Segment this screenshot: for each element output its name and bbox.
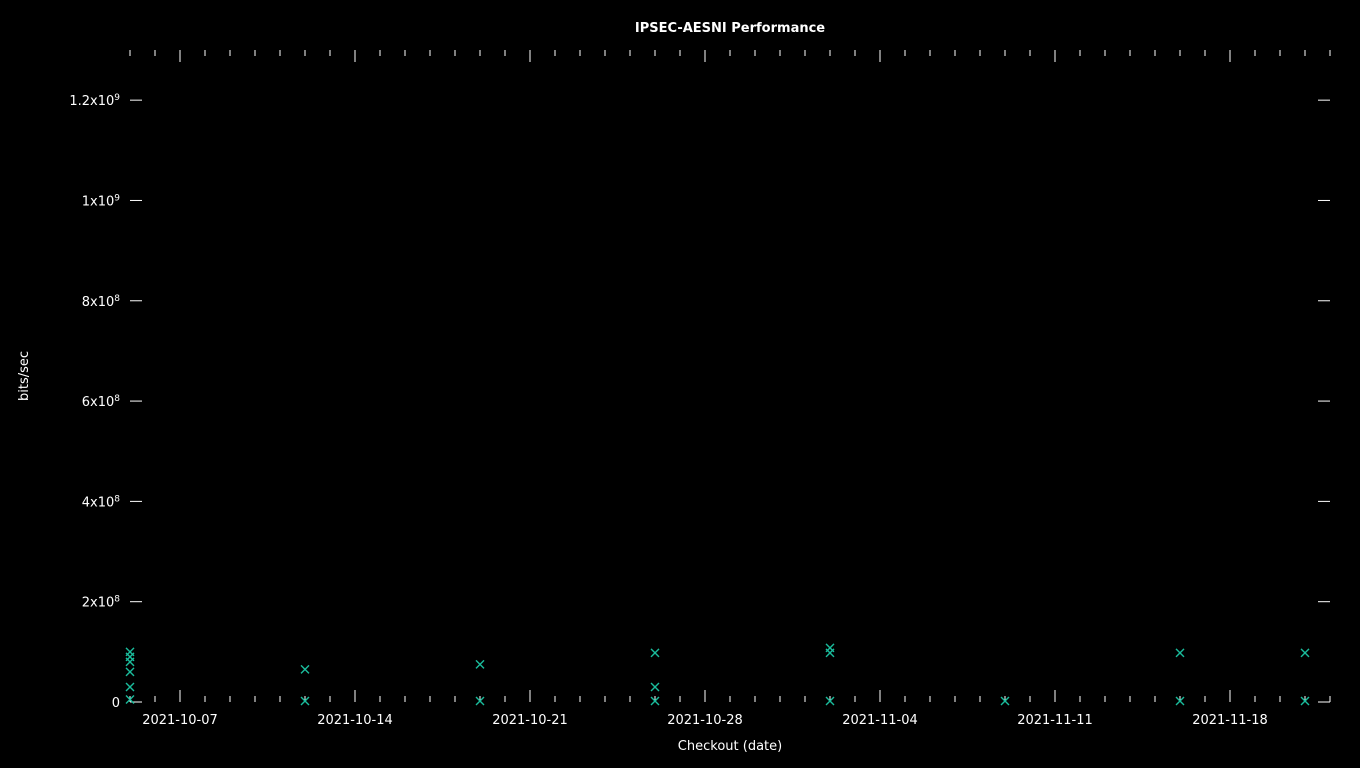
y-tick-label: 1.2x109 [69,93,120,109]
x-tick-label: 2021-10-28 [667,713,743,728]
chart-background [0,0,1360,768]
y-axis-label: bits/sec [17,351,32,401]
x-axis-label: Checkout (date) [678,739,782,754]
x-tick-label: 2021-10-07 [142,713,218,728]
x-tick-label: 2021-11-18 [1192,713,1268,728]
y-tick-label: 0 [112,696,120,711]
x-tick-label: 2021-10-21 [492,713,568,728]
performance-chart: IPSEC-AESNI Performance 2021-10-07 2021-10… [0,0,1360,768]
chart-title: IPSEC-AESNI Performance [635,21,825,36]
x-tick-label: 2021-11-04 [842,713,918,728]
x-tick-label: 2021-10-14 [317,713,393,728]
x-tick-label: 2021-11-11 [1017,713,1093,728]
